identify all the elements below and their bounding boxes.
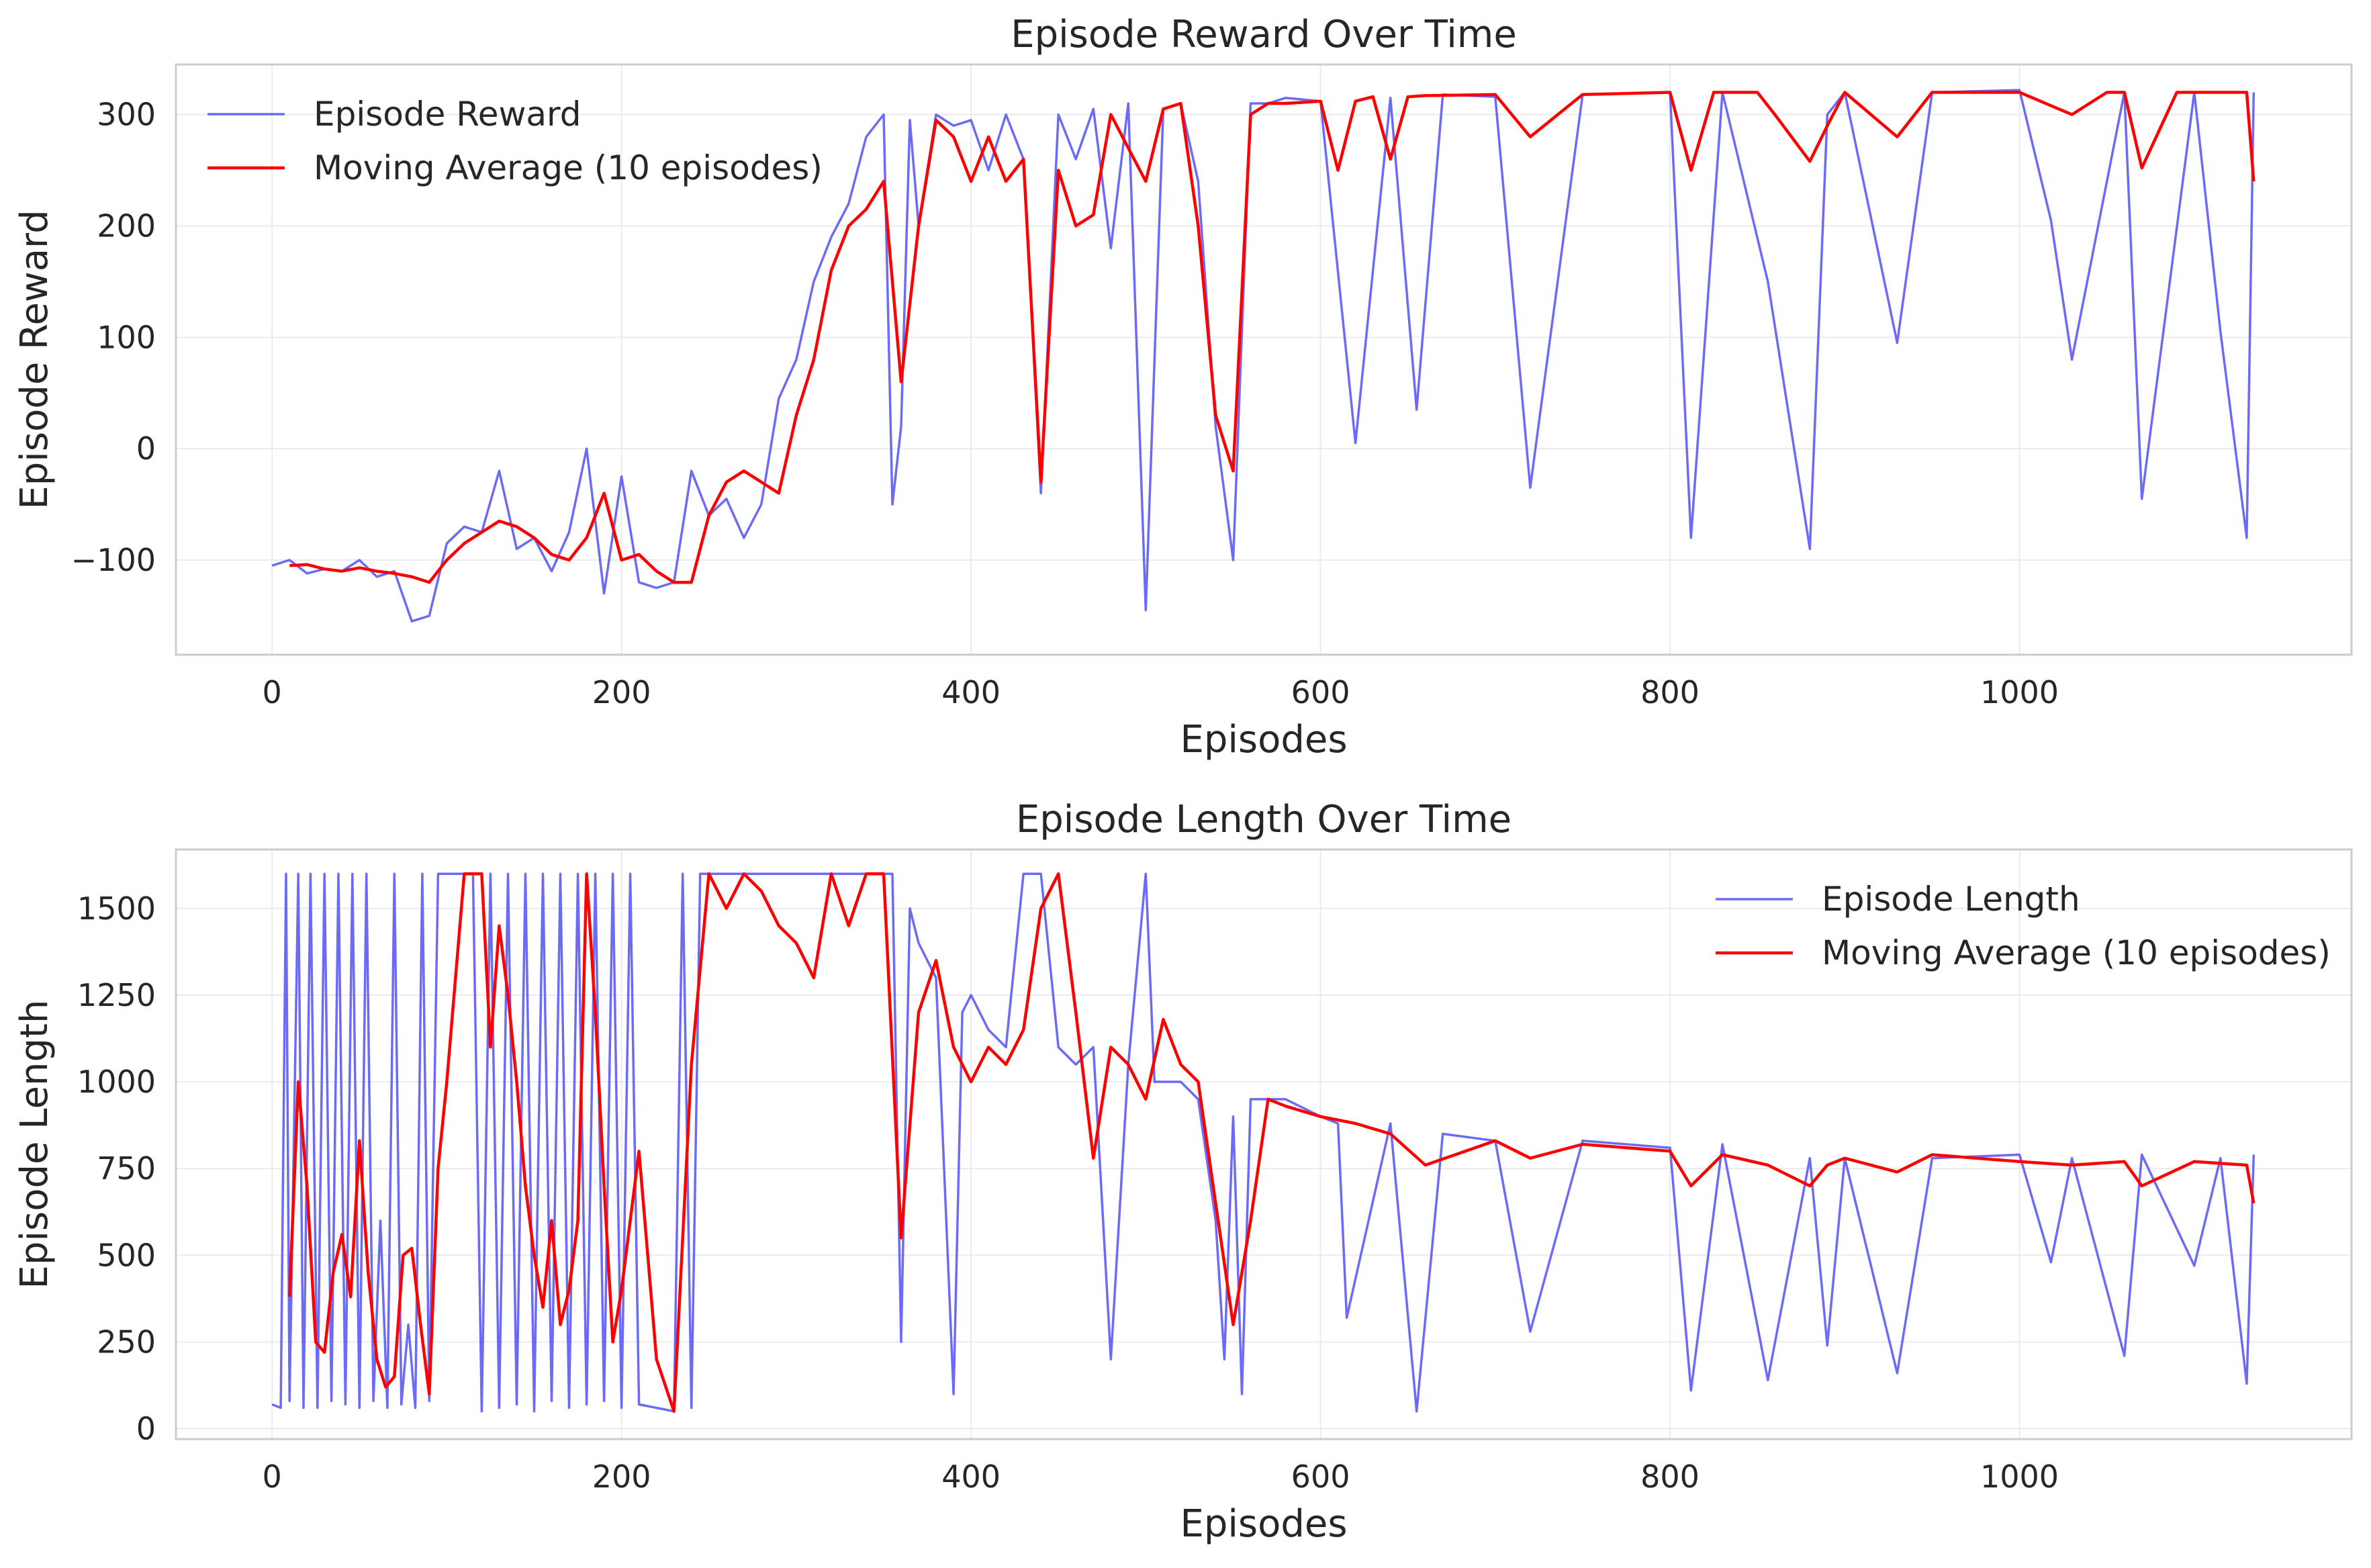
axes-frame	[175, 848, 2353, 1440]
x-tick-label: 1000	[1980, 674, 2059, 710]
axes-frame	[175, 63, 2353, 656]
x-tick-label: 400	[941, 674, 1001, 710]
legend-label-moving-average: Moving Average (10 episodes)	[1822, 933, 2331, 972]
x-tick-label: 400	[941, 1459, 1001, 1495]
legend-label-raw: Episode Length	[1822, 880, 2080, 919]
y-tick-label: 200	[97, 207, 156, 244]
chart-title: Episode Reward Over Time	[1011, 13, 1517, 56]
x-tick-label: 600	[1291, 1459, 1350, 1495]
y-axis-label: Episode Length	[13, 1000, 56, 1289]
y-tick-label: 1250	[77, 977, 156, 1013]
x-tick-label: 0	[262, 674, 281, 710]
x-axis-label: Episodes	[1180, 1502, 1347, 1546]
y-tick-label: 750	[97, 1150, 156, 1187]
legend-label-moving-average: Moving Average (10 episodes)	[314, 148, 823, 187]
y-tick-label: 500	[97, 1237, 156, 1273]
x-tick-label: 200	[592, 1459, 651, 1495]
chart-title: Episode Length Over Time	[1016, 798, 1512, 841]
x-tick-label: 600	[1291, 674, 1350, 710]
y-tick-label: 0	[136, 430, 156, 467]
length-panel: 0 200 400 600 800 1000 0 250 500 750 1000 1250 1500 E…	[13, 798, 2353, 1546]
x-tick-label: 200	[592, 674, 651, 710]
y-tick-label: 0	[136, 1411, 156, 1447]
y-tick-label: 100	[97, 319, 156, 355]
y-tick-label: 1500	[77, 890, 156, 927]
legend-label-raw: Episode Reward	[314, 95, 581, 134]
y-tick-label: 1000	[77, 1064, 156, 1100]
y-tick-label: −100	[71, 542, 156, 578]
y-axis-label: Episode Reward	[13, 210, 56, 509]
y-tick-label: 250	[97, 1324, 156, 1360]
x-axis-label: Episodes	[1180, 718, 1347, 762]
series-line-raw	[271, 89, 2256, 622]
x-tick-label: 800	[1640, 1459, 1700, 1495]
reward-panel: 0 200 400 600 800 1000 −100 0 100 200 300 Episode R…	[13, 13, 2353, 762]
series-line-moving-average	[289, 91, 2256, 584]
x-tick-label: 0	[262, 1459, 281, 1495]
series-line-moving-average	[287, 872, 2256, 1413]
x-tick-label: 1000	[1980, 1459, 2059, 1495]
x-tick-label: 800	[1640, 674, 1700, 710]
y-tick-label: 300	[97, 97, 156, 133]
series-line-raw	[271, 872, 2256, 1413]
